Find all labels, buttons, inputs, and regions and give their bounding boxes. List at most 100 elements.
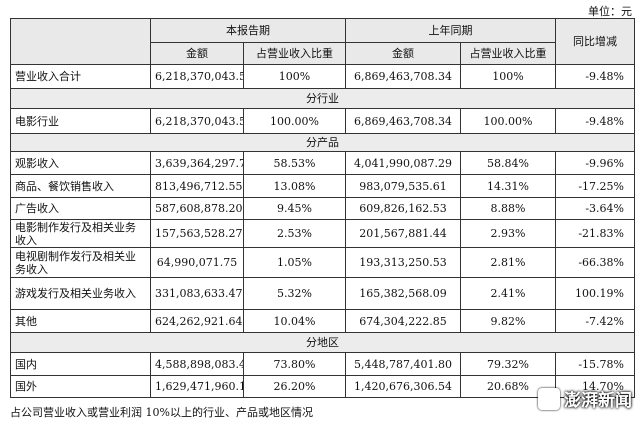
- row-label: 商品、餐饮销售收入: [10, 174, 151, 198]
- value-cell: 64,990,071.75: [150, 247, 244, 278]
- value-cell: 331,083,633.47: [150, 277, 244, 310]
- value-cell: 13.08%: [243, 174, 346, 198]
- header-cell: 占营业收入比重: [243, 42, 346, 65]
- row-label: 广告收入: [10, 197, 151, 220]
- data-row: 国内 4,588,898,083.49 73.80% 5,448,787,401.80…: [10, 352, 635, 376]
- unit-label: 单位：元: [588, 5, 632, 18]
- table-body: 本报告期 上年同期 同比增减 金额 占营业收入比重 金额 占营业收入比重 营业收…: [10, 18, 635, 398]
- value-cell: 100.00%: [243, 108, 346, 134]
- header-cell: 同比增减: [555, 18, 635, 65]
- footnote: 占公司营业收入或营业利润 10%以上的行业、产品或地区情况: [10, 406, 313, 419]
- row-label: 国外: [10, 375, 151, 398]
- value-cell: 26.20%: [243, 375, 346, 398]
- row-label: 观影收入: [10, 151, 151, 175]
- value-cell: -9.48%: [555, 64, 635, 89]
- value-cell: -66.38%: [555, 247, 635, 278]
- value-cell: 1,420,676,306.54: [345, 375, 461, 398]
- value-cell: 9.45%: [243, 197, 346, 220]
- row-label: 电影行业: [10, 108, 151, 134]
- value-cell: 6,869,463,708.34: [345, 64, 461, 89]
- value-cell: 2.93%: [460, 219, 556, 248]
- data-row: 电影制作发行及相关业务收入 157,563,528.27 2.53% 201,567,…: [10, 219, 635, 248]
- value-cell: 100%: [460, 64, 556, 89]
- value-cell: 1.05%: [243, 247, 346, 278]
- value-cell: -17.25%: [555, 174, 635, 198]
- value-cell: 6,869,463,708.34: [345, 108, 461, 134]
- data-row: 游戏发行及相关业务收入 331,083,633.47 5.32% 165,382,56…: [10, 277, 635, 310]
- watermark-icon: [538, 387, 560, 410]
- value-cell: 6,218,370,043.59: [150, 108, 244, 134]
- value-cell: 3,639,364,297.71: [150, 151, 244, 175]
- header-row: 本报告期 上年同期 同比增减: [10, 18, 635, 65]
- value-cell: 2.81%: [460, 247, 556, 278]
- data-row: 电影行业 6,218,370,043.59 100.00% 6,869,463,708…: [10, 108, 635, 134]
- row-label: 国内: [10, 352, 151, 376]
- value-cell: 9.82%: [460, 309, 556, 333]
- data-row: 国外 1,629,471,960.10 26.20% 1,420,676,306.54…: [10, 375, 635, 398]
- section-cell: 分地区: [10, 332, 635, 353]
- value-cell: 10.04%: [243, 309, 346, 333]
- value-cell: 674,304,222.85: [345, 309, 461, 333]
- value-cell: 624,262,921.64: [150, 309, 244, 333]
- data-row: 观影收入 3,639,364,297.71 58.53% 4,041,990,087.…: [10, 151, 635, 175]
- value-cell: 100.19%: [555, 277, 635, 310]
- row-label: 电影制作发行及相关业务收入: [10, 219, 151, 248]
- value-cell: 4,041,990,087.29: [345, 151, 461, 175]
- value-cell: 5,448,787,401.80: [345, 352, 461, 376]
- value-cell: 201,567,881.44: [345, 219, 461, 248]
- value-cell: -21.83%: [555, 219, 635, 248]
- header-cell: 占营业收入比重: [460, 42, 556, 65]
- value-cell: 4,588,898,083.49: [150, 352, 244, 376]
- value-cell: 58.53%: [243, 151, 346, 175]
- value-cell: -3.64%: [555, 197, 635, 220]
- header-row: 金额 占营业收入比重 金额 占营业收入比重: [11, 42, 635, 65]
- value-cell: 79.32%: [460, 352, 556, 376]
- value-cell: 1,629,471,960.10: [150, 375, 244, 398]
- value-cell: 2.53%: [243, 219, 346, 248]
- row-label: 游戏发行及相关业务收入: [10, 277, 151, 310]
- value-cell: 165,382,568.09: [345, 277, 461, 310]
- value-cell: 587,608,878.20: [150, 197, 244, 220]
- value-cell: 193,313,250.53: [345, 247, 461, 278]
- value-cell: -9.48%: [555, 108, 635, 134]
- value-cell: 8.88%: [460, 197, 556, 220]
- value-cell: 6,218,370,043.59: [150, 64, 244, 89]
- watermark: 澎湃新闻: [538, 386, 632, 411]
- data-row: 广告收入 587,608,878.20 9.45% 609,826,162.53 8.8…: [10, 197, 635, 220]
- value-cell: 2.41%: [460, 277, 556, 310]
- row-label: 营业收入合计: [10, 64, 151, 89]
- value-cell: 14.70%: [555, 375, 635, 398]
- value-cell: 14.31%: [460, 174, 556, 198]
- value-cell: 609,826,162.53: [345, 197, 461, 220]
- value-cell: 58.84%: [460, 151, 556, 175]
- value-cell: -7.42%: [555, 309, 635, 333]
- watermark-text: 澎湃新闻: [564, 391, 632, 411]
- value-cell: 20.68%: [460, 375, 556, 398]
- section-row: 分行业: [10, 88, 635, 109]
- header-cell: 金额: [345, 42, 461, 65]
- section-cell: 分产品: [10, 133, 635, 152]
- section-row: 分地区: [10, 332, 635, 353]
- value-cell: 100.00%: [460, 108, 556, 134]
- value-cell: 73.80%: [243, 352, 346, 376]
- value-cell: -15.78%: [555, 352, 635, 376]
- data-row: 其他 624,262,921.64 10.04% 674,304,222.85 9.82…: [10, 309, 635, 333]
- value-cell: -9.96%: [555, 151, 635, 175]
- value-cell: 5.32%: [243, 277, 346, 310]
- header-cell: 上年同期: [345, 18, 556, 43]
- value-cell: 813,496,712.55: [150, 174, 244, 198]
- data-row: 营业收入合计 6,218,370,043.59 100% 6,869,463,708.…: [10, 64, 635, 89]
- value-cell: 983,079,535.61: [345, 174, 461, 198]
- row-label: 电视剧制作发行及相关业务收入: [10, 247, 151, 278]
- section-cell: 分行业: [10, 88, 635, 109]
- section-row: 分产品: [10, 133, 635, 152]
- revenue-table: 本报告期 上年同期 同比增减 金额 占营业收入比重 金额 占营业收入比重 营业收…: [10, 18, 635, 398]
- data-row: 商品、餐饮销售收入 813,496,712.55 13.08% 983,079,535…: [10, 174, 635, 198]
- header-cell: [10, 18, 151, 65]
- value-cell: 157,563,528.27: [150, 219, 244, 248]
- value-cell: 100%: [243, 64, 346, 89]
- header-cell: 金额: [150, 42, 244, 65]
- data-row: 电视剧制作发行及相关业务收入 64,990,071.75 1.05% 193,313,…: [10, 247, 635, 278]
- header-cell: 本报告期: [150, 18, 346, 43]
